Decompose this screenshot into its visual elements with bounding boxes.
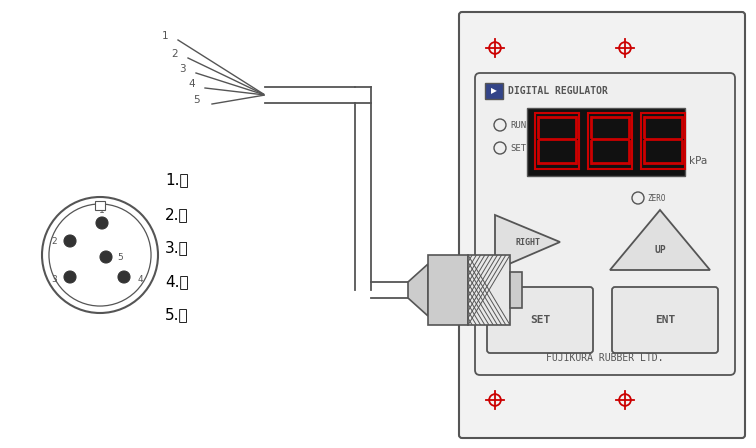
Text: ▶: ▶	[491, 86, 497, 95]
Text: SET: SET	[530, 315, 550, 325]
Text: RUN: RUN	[510, 121, 526, 129]
Text: FUJIKURA RUBBER LTD.: FUJIKURA RUBBER LTD.	[547, 353, 664, 363]
Text: UP: UP	[654, 245, 666, 255]
FancyBboxPatch shape	[475, 73, 735, 375]
Text: 1.棕: 1.棕	[165, 172, 189, 188]
Text: RIGHT: RIGHT	[515, 237, 540, 246]
Text: 3: 3	[179, 64, 186, 74]
Bar	[641, 113, 685, 169]
Text: 1: 1	[161, 31, 168, 41]
Polygon shape	[408, 264, 428, 316]
Text: 5: 5	[194, 95, 200, 105]
Text: ZERO: ZERO	[647, 194, 665, 202]
Text: 5.灰: 5.灰	[165, 307, 189, 323]
Text: 2: 2	[51, 237, 57, 246]
Circle shape	[64, 235, 76, 247]
Text: 4: 4	[188, 79, 195, 89]
FancyBboxPatch shape	[487, 287, 593, 353]
Bar	[428, 255, 468, 325]
Bar	[535, 113, 579, 169]
Text: 4.黑: 4.黑	[165, 275, 189, 289]
Circle shape	[64, 271, 76, 283]
Bar	[355, 87, 371, 103]
FancyBboxPatch shape	[459, 12, 745, 438]
Text: kPa: kPa	[689, 156, 708, 166]
Bar	[468, 255, 510, 325]
Circle shape	[118, 271, 130, 283]
Text: SET: SET	[510, 143, 526, 152]
Text: 2: 2	[172, 49, 178, 59]
Bar	[527, 108, 685, 176]
Text: DIGITAL REGULATOR: DIGITAL REGULATOR	[508, 86, 608, 96]
Text: 1: 1	[99, 206, 105, 215]
Circle shape	[100, 251, 112, 263]
Circle shape	[96, 217, 108, 229]
Text: ENT: ENT	[655, 315, 675, 325]
Bar	[510, 272, 522, 308]
Text: 3: 3	[51, 275, 57, 284]
Polygon shape	[610, 210, 710, 270]
Text: 3.蓝: 3.蓝	[165, 241, 189, 255]
Bar	[588, 113, 632, 169]
Text: 4: 4	[137, 275, 143, 284]
FancyBboxPatch shape	[612, 287, 718, 353]
Bar	[485, 83, 503, 99]
Polygon shape	[495, 215, 560, 270]
Text: 2.白: 2.白	[165, 207, 189, 223]
Bar	[95, 201, 105, 210]
Text: 5: 5	[117, 253, 123, 262]
